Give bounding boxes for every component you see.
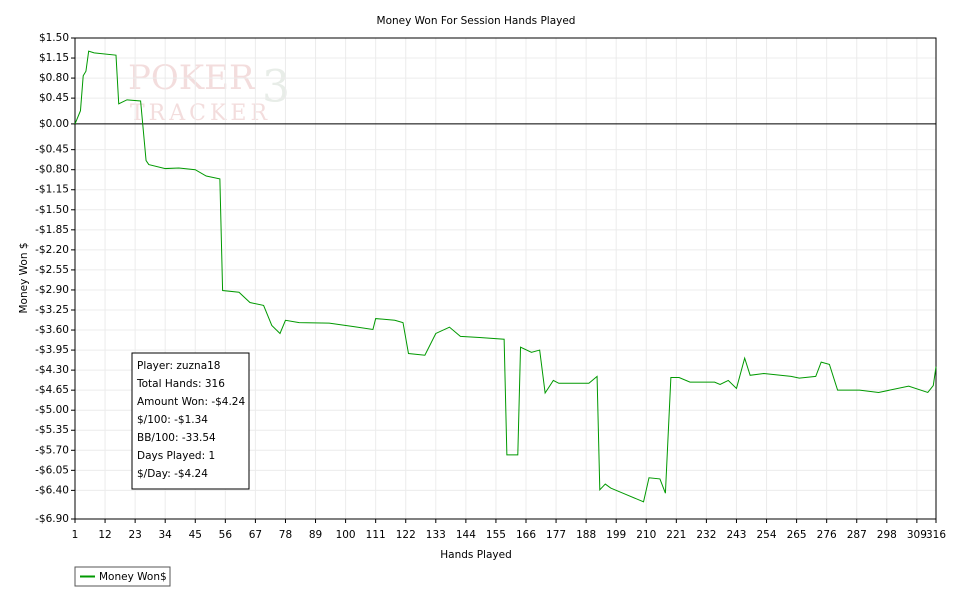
info-text: $/100: -$1.34	[137, 414, 208, 426]
x-tick-label: 243	[726, 529, 746, 541]
y-tick-label: $0.45	[39, 92, 69, 104]
y-tick-label: -$3.95	[35, 344, 69, 356]
legend-label: Money Won$	[99, 571, 167, 583]
info-text: Days Played: 1	[137, 450, 215, 462]
y-tick-label: -$6.05	[35, 464, 69, 476]
y-tick-label: -$0.45	[35, 144, 69, 156]
plot-frame	[74, 37, 937, 520]
x-tick-label: 67	[249, 529, 262, 541]
y-tick-label: -$2.90	[35, 284, 69, 296]
x-tick-label: 188	[576, 529, 596, 541]
y-tick-label: -$5.00	[35, 404, 69, 416]
y-tick-label: -$1.15	[35, 184, 69, 196]
y-tick-label: $0.80	[39, 72, 69, 84]
y-tick-label: -$5.70	[35, 444, 69, 456]
x-tick-label: 133	[426, 529, 446, 541]
y-tick-label: -$6.90	[35, 513, 69, 525]
x-tick-label: 287	[847, 529, 867, 541]
info-text: Amount Won: -$4.24	[137, 396, 245, 408]
x-tick-label: 122	[396, 529, 416, 541]
x-tick-label: 309	[907, 529, 927, 541]
y-tick-label: $0.00	[39, 118, 69, 130]
x-tick-label: 78	[279, 529, 292, 541]
y-tick-label: $1.15	[39, 52, 69, 64]
info-box	[131, 352, 250, 490]
x-tick-label: 45	[189, 529, 202, 541]
x-tick-label: 166	[516, 529, 536, 541]
series-line	[74, 50, 937, 503]
x-tick-label: 155	[486, 529, 506, 541]
watermark-text: TRACKER	[130, 101, 271, 126]
x-tick-label: 232	[696, 529, 716, 541]
y-tick-label: -$5.35	[35, 424, 69, 436]
x-tick-label: 89	[309, 529, 322, 541]
y-tick-label: -$2.20	[35, 244, 69, 256]
info-text: BB/100: -33.54	[137, 432, 216, 444]
y-tick-label: -$4.65	[35, 384, 69, 396]
x-tick-label: 210	[636, 529, 656, 541]
x-tick-label: 316	[926, 529, 946, 541]
x-tick-label: 23	[128, 529, 141, 541]
y-tick-label: -$6.40	[35, 484, 69, 496]
x-tick-label: 276	[817, 529, 837, 541]
legend-box	[74, 566, 171, 587]
x-tick-label: 221	[666, 529, 686, 541]
x-tick-label: 177	[546, 529, 566, 541]
info-text: Total Hands: 316	[136, 378, 225, 390]
x-tick-label: 1	[72, 529, 79, 541]
y-tick-label: -$0.80	[35, 164, 69, 176]
x-tick-label: 265	[787, 529, 807, 541]
y-tick-label: -$3.60	[35, 324, 69, 336]
x-tick-label: 254	[757, 529, 777, 541]
y-tick-label: -$3.25	[35, 304, 69, 316]
y-tick-label: -$1.50	[35, 204, 69, 216]
y-axis-label: Money Won $	[18, 242, 30, 313]
y-tick-label: -$4.30	[35, 364, 69, 376]
y-tick-label: -$2.55	[35, 264, 69, 276]
x-axis-label: Hands Played	[440, 549, 511, 561]
x-tick-label: 111	[366, 529, 386, 541]
x-tick-label: 199	[606, 529, 626, 541]
watermark: POKER TRACKER 3	[128, 58, 290, 126]
chart-title: Money Won For Session Hands Played	[377, 15, 576, 27]
x-tick-label: 56	[219, 529, 233, 541]
x-tick-label: 298	[877, 529, 897, 541]
x-tick-label: 144	[456, 529, 476, 541]
x-tick-label: 12	[98, 529, 111, 541]
info-text: Player: zuzna18	[137, 360, 221, 372]
y-tick-label: -$1.85	[35, 224, 69, 236]
x-tick-label: 100	[336, 529, 356, 541]
y-tick-label: $1.50	[39, 32, 69, 44]
x-tick-label: 34	[159, 529, 173, 541]
info-text: $/Day: -$4.24	[137, 468, 208, 480]
